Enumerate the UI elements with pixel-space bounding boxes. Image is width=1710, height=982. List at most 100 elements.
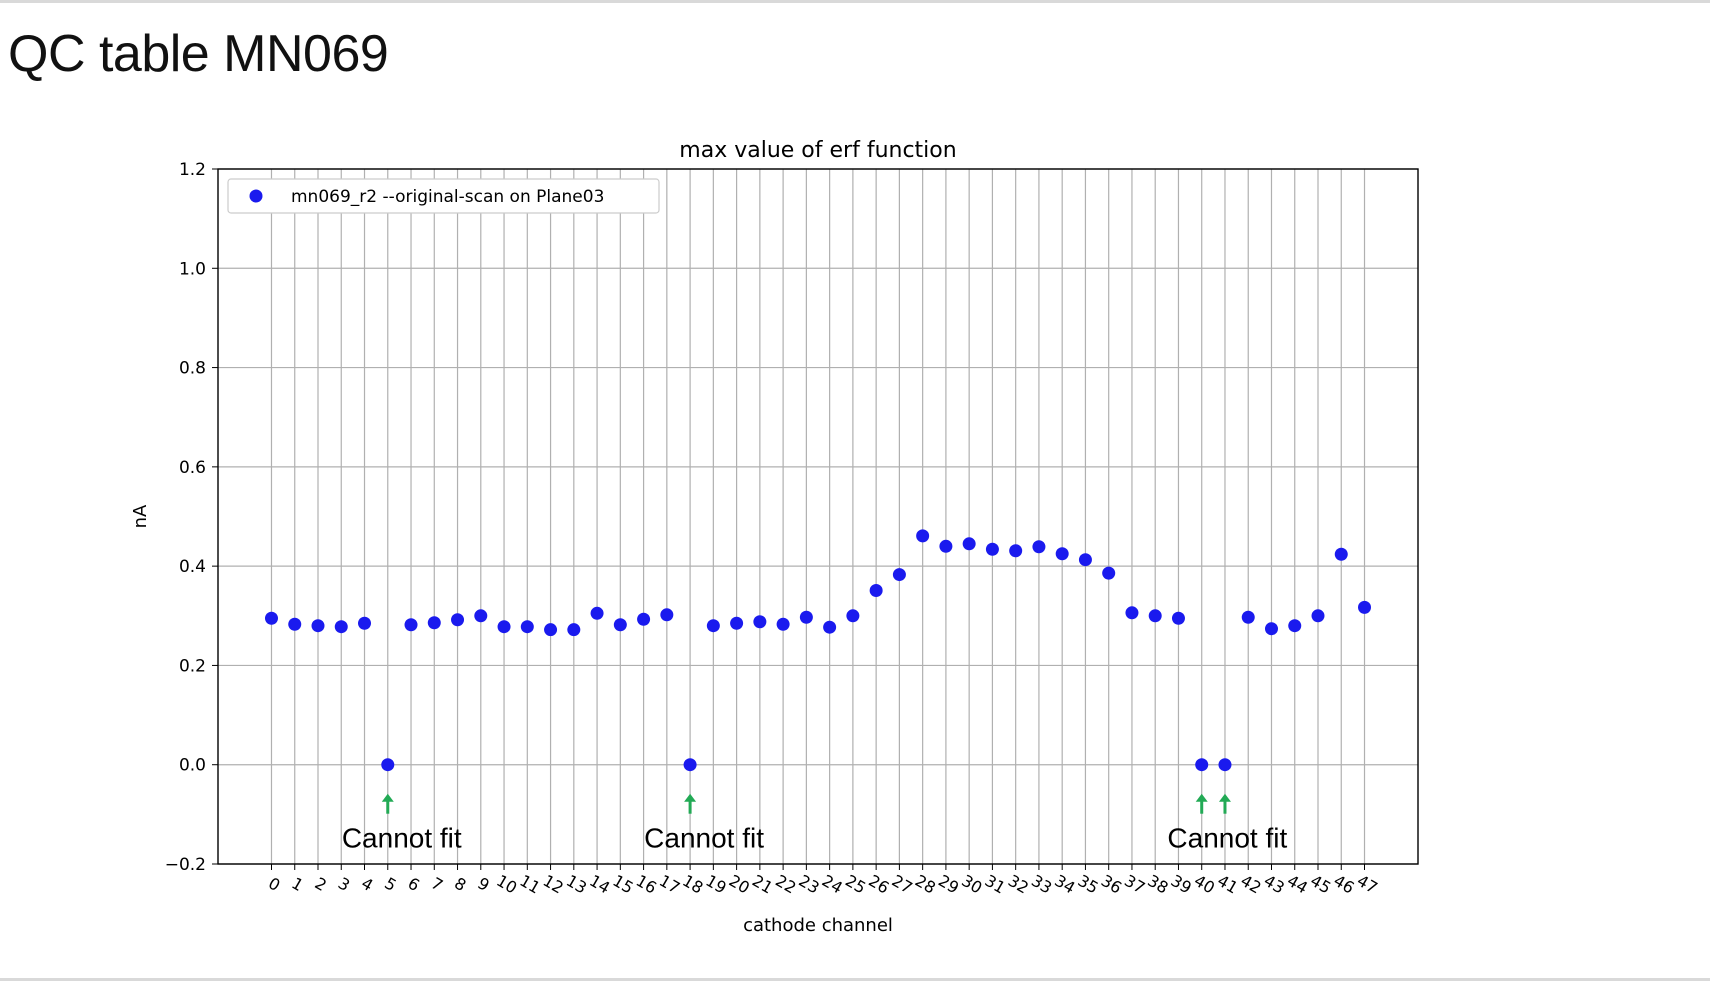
data-point <box>962 537 976 551</box>
data-point <box>520 620 534 634</box>
legend-label: mn069_r2 --original-scan on Plane03 <box>291 187 604 207</box>
x-tick-label: 1 <box>288 873 306 895</box>
data-point <box>613 618 627 632</box>
data-point <box>334 620 348 634</box>
data-point <box>451 613 465 627</box>
x-tick-label: 9 <box>474 873 492 895</box>
data-point <box>1032 540 1046 554</box>
x-tick-label: 6 <box>405 873 423 895</box>
x-tick-label: 7 <box>428 873 446 895</box>
annotation-arrow-head <box>381 793 394 802</box>
x-tick-label: 34 <box>1051 871 1078 898</box>
x-tick-label: 17 <box>656 871 683 898</box>
x-tick-label: 35 <box>1075 871 1102 898</box>
x-tick-label: 19 <box>703 871 730 898</box>
x-tick-label: 33 <box>1028 871 1055 898</box>
x-tick-label: 43 <box>1261 871 1288 898</box>
x-tick-label: 26 <box>865 871 892 898</box>
data-point <box>985 542 999 556</box>
x-tick-label: 42 <box>1237 871 1264 898</box>
x-axis-label: cathode channel <box>743 915 893 936</box>
annotation-arrow-head <box>684 793 697 802</box>
x-tick-label: 32 <box>1005 871 1032 898</box>
data-point <box>1195 758 1209 772</box>
data-point <box>1009 544 1023 558</box>
data-point <box>311 619 325 633</box>
x-tick-label: 39 <box>1168 871 1195 898</box>
data-point <box>544 623 558 637</box>
y-tick-label: 0.8 <box>179 359 206 379</box>
data-point <box>939 539 953 553</box>
x-tick-label: 23 <box>796 871 823 898</box>
annotation-label: Cannot fit <box>1167 823 1287 854</box>
x-tick-label: 36 <box>1098 871 1125 898</box>
x-tick-label: 15 <box>610 871 637 898</box>
x-tick-label: 22 <box>772 871 799 898</box>
data-point <box>660 608 674 622</box>
x-tick-label: 40 <box>1191 871 1218 898</box>
data-point <box>1218 758 1232 772</box>
x-tick-label: 11 <box>516 871 543 898</box>
data-point <box>288 617 302 631</box>
data-point <box>776 617 790 631</box>
x-tick-label: 14 <box>586 871 613 898</box>
data-point <box>916 529 930 543</box>
annotation-label: Cannot fit <box>342 823 462 854</box>
x-tick-label: 16 <box>633 871 660 898</box>
data-point <box>567 623 581 637</box>
x-tick-label: 45 <box>1307 871 1334 898</box>
x-tick-label: 44 <box>1284 871 1311 898</box>
data-point <box>1311 609 1325 623</box>
data-point <box>427 616 441 630</box>
data-point <box>1334 547 1348 561</box>
x-tick-label: 4 <box>358 873 376 895</box>
x-tick-label: 28 <box>912 871 939 898</box>
data-point <box>706 619 720 633</box>
x-tick-label: 2 <box>312 873 330 895</box>
y-tick-label: 0.4 <box>179 557 206 577</box>
x-tick-label: 27 <box>889 871 916 898</box>
x-tick-label: 24 <box>819 871 846 898</box>
y-axis-label: nA <box>130 504 151 528</box>
x-tick-label: 10 <box>493 871 520 898</box>
annotation-arrow-head <box>1195 793 1208 802</box>
data-point <box>1078 553 1092 567</box>
x-tick-label: 12 <box>540 871 567 898</box>
page-title: QC table MN069 <box>8 25 389 83</box>
chart-title: max value of erf function <box>679 138 956 163</box>
x-tick-label: 30 <box>958 871 985 898</box>
x-tick-label: 31 <box>982 871 1009 898</box>
data-point <box>869 583 883 597</box>
data-point <box>1148 609 1162 623</box>
x-tick-label: 25 <box>842 871 869 898</box>
data-point <box>1358 600 1372 614</box>
x-tick-label: 20 <box>726 871 753 898</box>
y-tick-label: 0.2 <box>179 656 206 676</box>
x-tick-label: 13 <box>563 871 590 898</box>
annotation-label: Cannot fit <box>644 823 764 854</box>
data-point <box>1171 611 1185 625</box>
data-point <box>264 611 278 625</box>
data-point <box>730 616 744 630</box>
y-tick-label: −0.2 <box>165 855 206 875</box>
annotation-arrow-head <box>1218 793 1231 802</box>
data-point <box>1055 547 1069 561</box>
x-tick-label: 8 <box>451 873 469 895</box>
data-point <box>892 568 906 582</box>
x-tick-label: 37 <box>1121 871 1148 898</box>
x-tick-label: 21 <box>749 871 776 898</box>
x-tick-label: 47 <box>1354 871 1381 898</box>
x-tick-label: 46 <box>1330 871 1357 898</box>
y-tick-label: 0.6 <box>179 458 206 478</box>
legend-marker <box>249 189 263 203</box>
y-tick-label: 0.0 <box>179 756 206 776</box>
data-point <box>846 609 860 623</box>
data-point <box>637 612 651 626</box>
legend: mn069_r2 --original-scan on Plane03 <box>227 178 660 214</box>
data-point <box>381 758 395 772</box>
top-divider <box>0 0 1710 3</box>
data-point <box>823 620 837 634</box>
data-point <box>753 615 767 629</box>
x-tick-label: 41 <box>1214 871 1241 898</box>
